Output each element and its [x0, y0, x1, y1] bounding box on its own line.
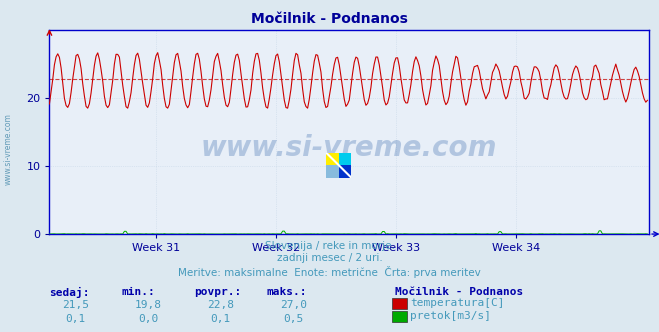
Bar — [339, 153, 351, 165]
Text: povpr.:: povpr.: — [194, 287, 242, 297]
Text: 0,1: 0,1 — [66, 314, 86, 324]
Text: zadnji mesec / 2 uri.: zadnji mesec / 2 uri. — [277, 253, 382, 263]
Text: pretok[m3/s]: pretok[m3/s] — [410, 311, 491, 321]
Text: 0,0: 0,0 — [138, 314, 158, 324]
Text: Slovenija / reke in morje.: Slovenija / reke in morje. — [264, 241, 395, 251]
Text: 22,8: 22,8 — [208, 300, 234, 310]
Text: sedaj:: sedaj: — [49, 287, 90, 298]
Text: 21,5: 21,5 — [63, 300, 89, 310]
Text: Močilnik - Podnanos: Močilnik - Podnanos — [251, 12, 408, 26]
Bar — [326, 153, 339, 165]
Text: Meritve: maksimalne  Enote: metrične  Črta: prva meritev: Meritve: maksimalne Enote: metrične Črta… — [178, 266, 481, 278]
Bar — [326, 165, 339, 178]
Text: 0,1: 0,1 — [211, 314, 231, 324]
Text: www.si-vreme.com: www.si-vreme.com — [3, 114, 13, 185]
Text: 0,5: 0,5 — [283, 314, 303, 324]
Text: maks.:: maks.: — [267, 287, 307, 297]
Text: www.si-vreme.com: www.si-vreme.com — [201, 134, 498, 162]
Text: min.:: min.: — [122, 287, 156, 297]
Text: temperatura[C]: temperatura[C] — [410, 298, 504, 308]
Text: 19,8: 19,8 — [135, 300, 161, 310]
Text: Močilnik - Podnanos: Močilnik - Podnanos — [395, 287, 524, 297]
Bar — [339, 165, 351, 178]
Text: 27,0: 27,0 — [280, 300, 306, 310]
